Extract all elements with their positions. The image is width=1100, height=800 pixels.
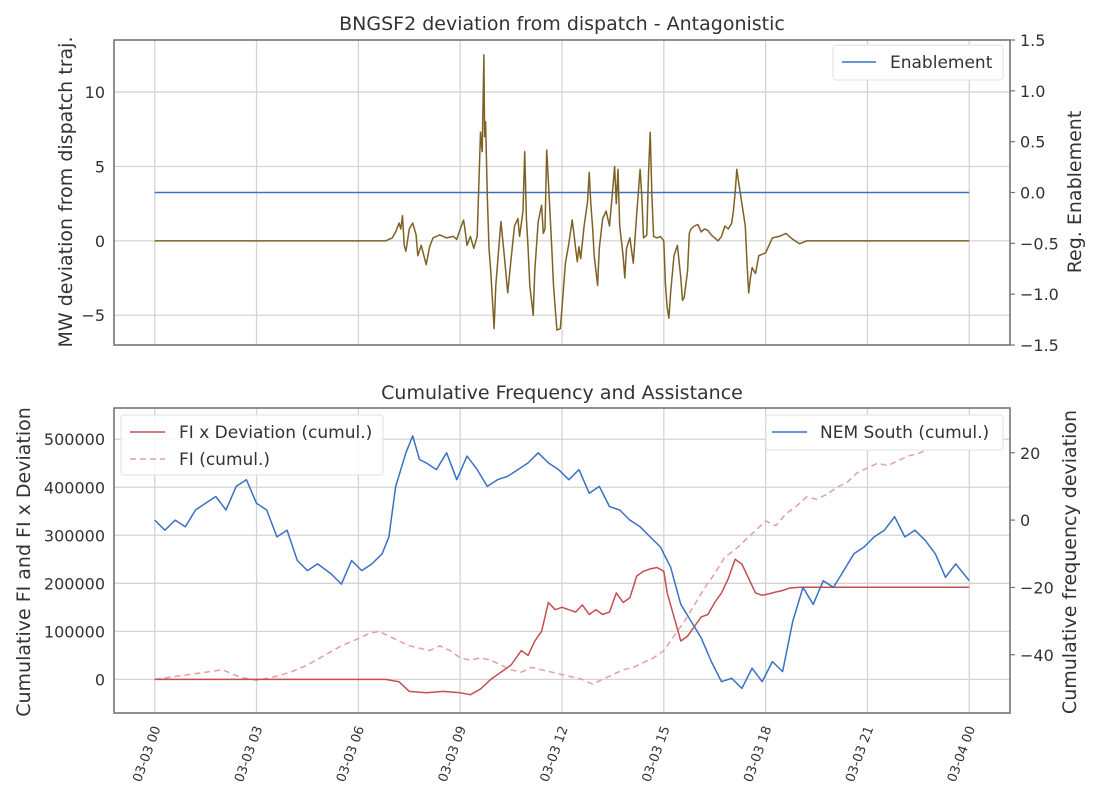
bottom-right-y-axis-label: Cumulative frequency deviation <box>1059 410 1081 714</box>
legend-label-fi: FI (cumul.) <box>179 450 270 470</box>
top-panel: −5 0 5 10 −1.5 −1.0 −0.5 0.0 0.5 1.0 1.5 BNGSF2 d… <box>55 13 1086 355</box>
bottom-series-fi-x-deviation-cumul <box>154 558 970 696</box>
bottom-right-y-tick-label: 0 <box>1020 511 1030 530</box>
bottom-y-axis-label: Cumulative FI and FI x Deviation <box>13 407 35 717</box>
x-axis-ticks: 03-03 00 03-03 03 03-03 06 03-03 09 03-03 12… <box>130 724 979 784</box>
top-y-tick-label: 0 <box>95 232 105 251</box>
bottom-right-y-tick-label: −40 <box>1020 646 1054 665</box>
bottom-right-y-tick-label: 20 <box>1020 444 1040 463</box>
x-tick-label: 03-03 21 <box>843 724 877 784</box>
x-tick-label: 03-03 15 <box>639 724 673 784</box>
legend-label-nem-south: NEM South (cumul.) <box>820 423 989 443</box>
top-y-axis-label: MW deviation from dispatch traj. <box>55 37 77 348</box>
top-right-y-tick-label: 1.0 <box>1020 82 1045 101</box>
bottom-y-tick-label: 0 <box>95 670 105 689</box>
top-legend: Enablement <box>832 44 1004 81</box>
bottom-plot-frame <box>113 407 1011 714</box>
legend-label-fi-x-deviation: FI x Deviation (cumul.) <box>179 423 372 443</box>
top-chart-title: BNGSF2 deviation from dispatch - Antagon… <box>339 13 785 35</box>
x-tick-label: 03-03 00 <box>130 724 164 784</box>
bottom-left-legend: FI x Deviation (cumul.) FI (cumul.) <box>120 414 384 476</box>
bottom-y-tick-label: 500000 <box>44 430 105 449</box>
bottom-y-tick-label: 200000 <box>44 574 105 593</box>
top-y-tick-label: 10 <box>85 83 105 102</box>
top-right-y-tick-label: −1.5 <box>1020 336 1059 355</box>
x-tick-label: 03-03 12 <box>538 724 572 784</box>
top-right-y-axis-label: Reg. Enablement <box>1064 111 1086 274</box>
bottom-y-tick-label: 100000 <box>44 622 105 641</box>
legend-label-enablement: Enablement <box>890 53 993 73</box>
bottom-series-nem-south-cumul <box>154 435 970 690</box>
bottom-chart-title: Cumulative Frequency and Assistance <box>381 382 743 404</box>
bottom-panel: 0 100000 200000 300000 400000 500000 −40 −20 0 2… <box>13 382 1081 717</box>
top-right-y-tick-label: 0.0 <box>1020 184 1045 203</box>
bottom-y-tick-label: 400000 <box>44 478 105 497</box>
bottom-y-tick-label: 300000 <box>44 526 105 545</box>
top-right-y-tick-label: −1.0 <box>1020 285 1059 304</box>
top-series-deviation-line <box>154 54 970 331</box>
x-tick-label: 03-03 09 <box>436 724 470 784</box>
x-tick-label: 03-03 03 <box>232 724 266 784</box>
top-right-y-tick-label: 0.5 <box>1020 133 1045 152</box>
top-right-y-tick-label: 1.5 <box>1020 31 1045 50</box>
bottom-series-fi-cumul <box>154 424 970 685</box>
bottom-right-legend: NEM South (cumul.) <box>765 414 1004 451</box>
x-tick-label: 03-03 06 <box>334 724 368 784</box>
bottom-right-y-tick-label: −20 <box>1020 578 1054 597</box>
top-right-y-tick-label: −0.5 <box>1020 234 1059 253</box>
top-y-tick-label: 5 <box>95 157 105 176</box>
x-tick-label: 03-03 18 <box>741 724 775 784</box>
top-y-tick-label: −5 <box>81 306 105 325</box>
x-tick-label: 03-04 00 <box>945 724 979 784</box>
